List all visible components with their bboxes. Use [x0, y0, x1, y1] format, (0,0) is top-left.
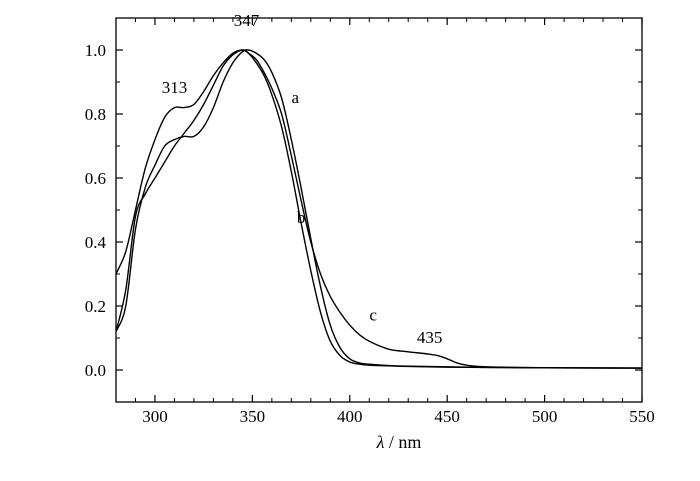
x-axis-unit: / nm: [389, 432, 422, 452]
x-axis-symbol: λ: [376, 432, 385, 452]
x-tick-label: 550: [629, 407, 655, 426]
annotation-313: 313: [162, 78, 188, 97]
x-tick-label: 450: [434, 407, 460, 426]
annotation-b: b: [297, 208, 306, 227]
y-tick-label: 1.0: [85, 41, 106, 60]
series-line-b: [115, 49, 643, 369]
annotations: 347 313 a b c 435: [162, 11, 443, 347]
x-axis-ticks: 300 350 400 450 500 550: [115, 18, 655, 426]
series-lines: [115, 49, 643, 369]
x-axis-label: λ / nm: [376, 432, 422, 452]
annotation-c: c: [369, 305, 377, 324]
x-tick-label: 500: [532, 407, 558, 426]
y-tick-label: 0.2: [85, 297, 106, 316]
annotation-347: 347: [234, 11, 260, 30]
y-tick-label: 0.4: [85, 233, 107, 252]
x-tick-label: 300: [142, 407, 168, 426]
series-line-a: [115, 49, 643, 369]
x-tick-label: 350: [240, 407, 266, 426]
y-axis-ticks: 0.0 0.2 0.4 0.6 0.8 1.0: [85, 17, 642, 403]
y-tick-label: 0.6: [85, 169, 106, 188]
series-line-c: [115, 49, 643, 369]
annotation-a: a: [291, 88, 299, 107]
y-tick-label: 0.0: [85, 361, 106, 380]
y-tick-label: 0.8: [85, 105, 106, 124]
plot-frame: [115, 17, 643, 403]
x-tick-label: 400: [337, 407, 363, 426]
annotation-435: 435: [417, 328, 443, 347]
plot-border: [115, 17, 643, 403]
